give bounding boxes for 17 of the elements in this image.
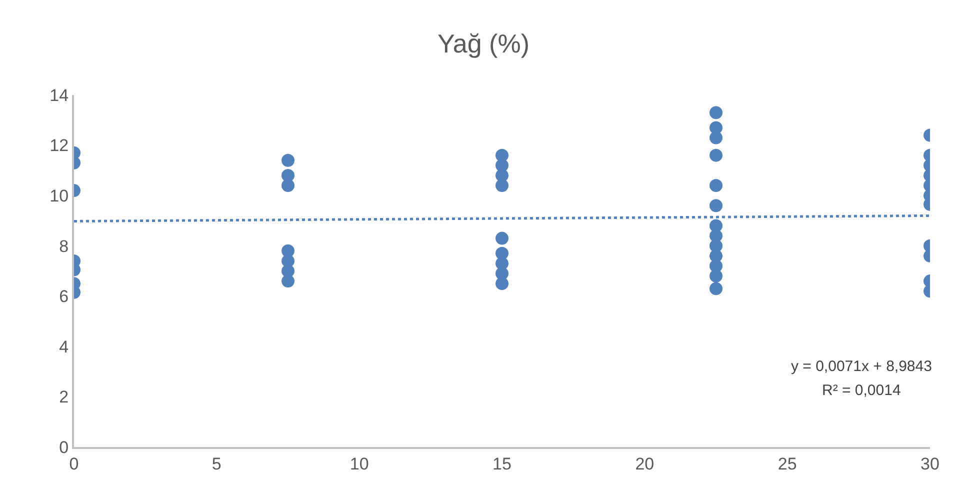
y-tick-label: 2 <box>59 388 69 407</box>
x-tick-label: 25 <box>778 454 797 474</box>
y-tick-label: 8 <box>59 236 69 256</box>
y-tick-label: 10 <box>50 186 69 206</box>
x-tick-label: 30 <box>920 454 940 474</box>
annotation: R² = 0,0014 <box>822 382 901 399</box>
annotation: y = 0,0071x + 8,9843 <box>791 358 932 375</box>
y-tick-label: 14 <box>50 86 69 105</box>
x-tick-label: 10 <box>350 454 369 474</box>
y-tick-label: 12 <box>50 136 69 156</box>
x-tick-label: 15 <box>492 454 512 474</box>
y-tick-label: 0 <box>59 438 69 457</box>
y-tick-label: 4 <box>59 337 69 356</box>
y-tick-label: 6 <box>59 287 69 306</box>
x-tick-label: 5 <box>212 454 222 474</box>
x-tick-label: 20 <box>635 454 654 474</box>
chart-title: Yağ (%) <box>438 28 530 59</box>
